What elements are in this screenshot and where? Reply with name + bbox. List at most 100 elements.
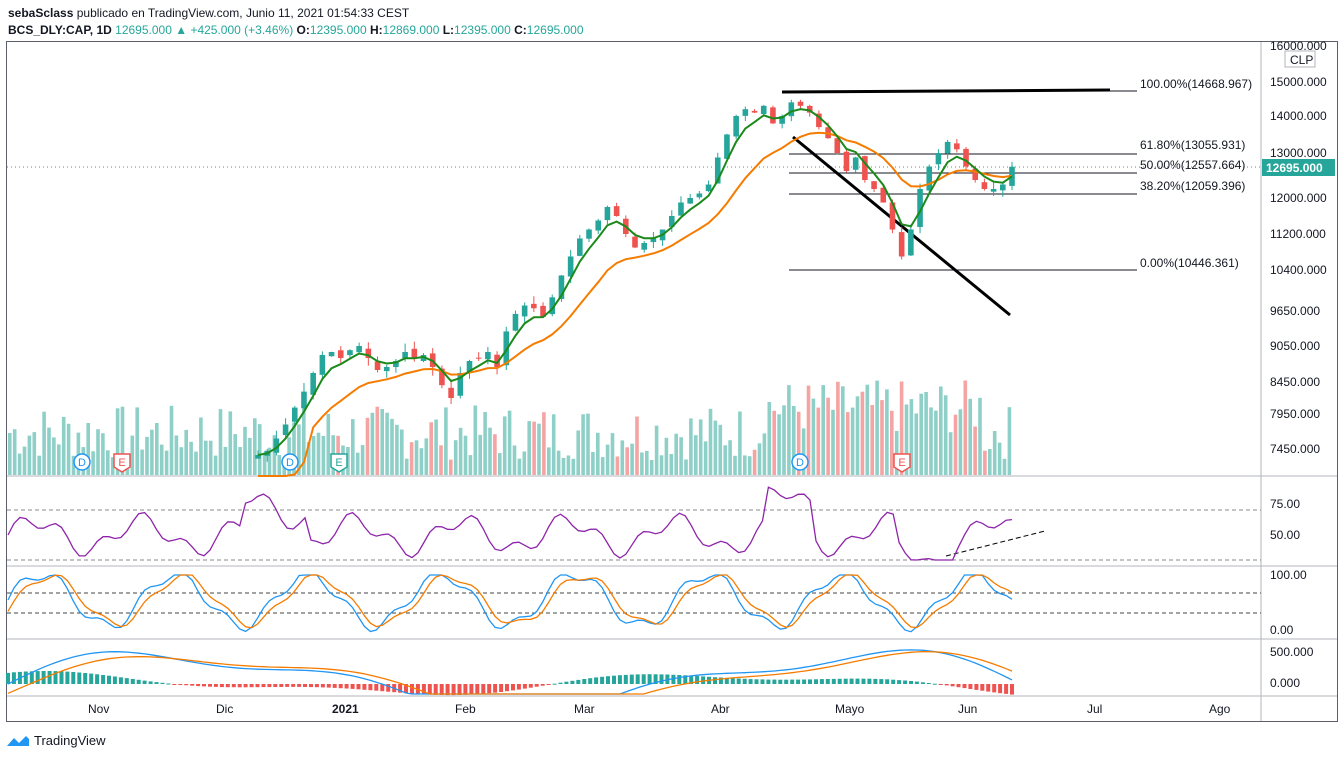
volume-bar [890,410,894,475]
volume-bar [904,404,909,475]
candle-body [512,313,519,331]
x-tick: Mayo [835,702,865,716]
last-price-tag [1262,159,1335,176]
volume-bar [189,441,193,475]
macd-hist-bar [291,684,296,687]
y-tick: 9650.000 [1270,304,1320,318]
x-tick: Nov [88,702,109,716]
macd-hist-bar [83,673,88,684]
volume-bar [218,409,223,475]
symbol[interactable]: BCS_DLY:CAP, 1D [8,23,112,37]
candle-body [834,138,841,153]
volume-bar [968,398,972,475]
macd-hist-bar [475,684,480,695]
candle-body [503,331,510,366]
candle-body [779,116,785,124]
volume-bar [375,406,380,475]
rsi-trendline[interactable] [945,530,1046,557]
volume-bar [640,452,644,475]
macd-hist-bar [338,684,343,689]
volume-bar [96,429,100,475]
volume-bar [983,450,987,475]
candle-body [402,352,408,359]
macd-hist-bar [629,674,634,684]
dividend-marker-label: D [796,457,804,469]
macd-hist-bar [974,684,979,690]
tradingview-brand[interactable]: TradingView [6,733,106,748]
volume-bar [708,408,713,475]
volume-bar [586,413,590,475]
macd-hist-bar [118,677,123,684]
volume-bar [796,411,801,475]
fib-label-382: 38.20%(12059.396) [1140,179,1245,193]
candle-body [733,116,739,137]
candle-body [862,156,868,180]
volume-bar [302,407,306,475]
volume-bar [404,458,409,475]
macd-hist-bar [267,684,272,688]
candle-body [963,148,969,167]
macd-hist-bar [914,681,919,684]
volume-bar [581,414,585,475]
rsi-tick: 50.00 [1270,528,1300,542]
volume-bar [395,424,399,475]
stoch-k-line [7,574,1013,633]
volume-bar [493,434,497,475]
volume-bar [277,455,282,475]
macd-hist-bar [653,674,658,684]
macd-histogram [6,671,1014,696]
low-label: L: [442,23,455,37]
volume-bar [542,412,546,475]
volume-bar [738,411,742,475]
last-price: 12695.000 [115,23,172,37]
macd-hist-bar [469,684,474,695]
volume-bar [885,389,889,475]
candle-body [972,168,979,180]
macd-hist-bar [796,679,801,684]
macd-hist-bar [59,671,64,684]
volume-bar [498,453,502,475]
stoch-tick: 0.00 [1270,623,1294,637]
macd-hist-bar [463,684,468,695]
fib-label-50: 50.00%(12557.664) [1140,158,1245,172]
volume-bar [110,457,115,475]
close-label: C: [514,23,527,37]
volume-bar [743,455,747,475]
earnings-marker [113,453,131,473]
macd-hist-bar [433,684,438,695]
macd-hist-bar [677,675,682,684]
volume-bar [939,386,943,475]
volume-bar [42,411,46,475]
volume-bar [478,434,482,475]
macd-hist-bar [219,684,224,688]
macd-hist-bar [778,679,783,684]
volume-bar [566,455,571,475]
volume-bar [272,435,277,475]
volume-bar [145,436,149,475]
x-tick: Dic [216,702,233,716]
dividend-marker [73,453,91,471]
x-tick: Feb [455,702,476,716]
macd-hist-bar [713,677,717,684]
volume-bar [792,406,796,475]
macd-tick: 0.000 [1270,676,1300,690]
volume-bar [409,442,414,475]
descending-trendline[interactable] [792,135,1011,317]
macd-signal-line [7,651,1013,695]
macd-hist-bar [659,674,664,684]
candle-body [1000,184,1006,191]
candle-body [558,275,565,300]
resistance-trendline[interactable] [781,88,1111,94]
macd-hist-bar [647,674,652,684]
volume-bar [782,405,786,475]
macd-hist-bar [297,684,302,687]
volume-bar [620,440,625,475]
macd-hist-bar [202,684,206,687]
ohlc-line: BCS_DLY:CAP, 1D 12695.000 ▲ +425.000 (+3… [8,23,584,37]
volume-bar [297,424,301,475]
volume-bar [106,450,110,475]
macd-hist-bar [487,684,492,694]
volume-bar [551,414,556,475]
macd-hist-bar [350,684,355,689]
